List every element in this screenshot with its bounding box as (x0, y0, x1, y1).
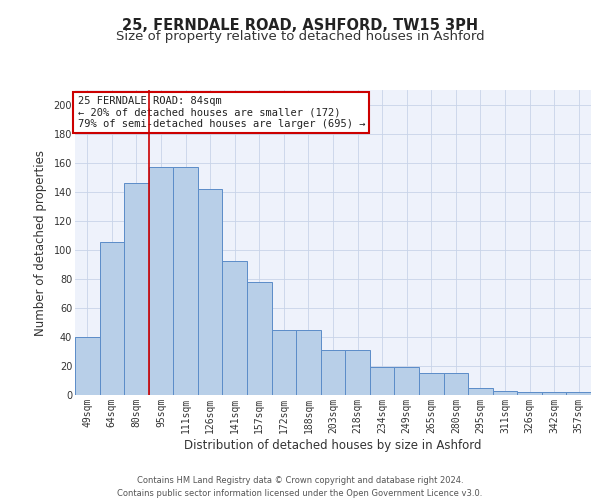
Bar (296, 330, 321, 395)
Bar (443, 373, 468, 395)
Bar (542, 392, 566, 395)
Bar (124, 183, 149, 395)
Bar (345, 350, 370, 395)
Text: 25, FERNDALE ROAD, ASHFORD, TW15 3PH: 25, FERNDALE ROAD, ASHFORD, TW15 3PH (122, 18, 478, 32)
Text: Contains HM Land Registry data © Crown copyright and database right 2024.
Contai: Contains HM Land Registry data © Crown c… (118, 476, 482, 498)
Bar (247, 282, 272, 395)
X-axis label: Distribution of detached houses by size in Ashford: Distribution of detached houses by size … (184, 438, 482, 452)
Bar (173, 167, 198, 395)
Text: 25 FERNDALE ROAD: 84sqm
← 20% of detached houses are smaller (172)
79% of semi-d: 25 FERNDALE ROAD: 84sqm ← 20% of detache… (77, 96, 365, 130)
Bar (419, 373, 443, 395)
Bar (321, 350, 345, 395)
Bar (198, 189, 223, 395)
Bar (100, 242, 124, 395)
Bar (394, 368, 419, 395)
Bar (370, 368, 394, 395)
Bar (272, 330, 296, 395)
Bar (493, 390, 517, 395)
Bar (223, 262, 247, 395)
Bar (149, 167, 173, 395)
Bar (517, 392, 542, 395)
Bar (75, 337, 100, 395)
Bar (566, 392, 591, 395)
Y-axis label: Number of detached properties: Number of detached properties (34, 150, 47, 336)
Bar (468, 388, 493, 395)
Text: Size of property relative to detached houses in Ashford: Size of property relative to detached ho… (116, 30, 484, 43)
